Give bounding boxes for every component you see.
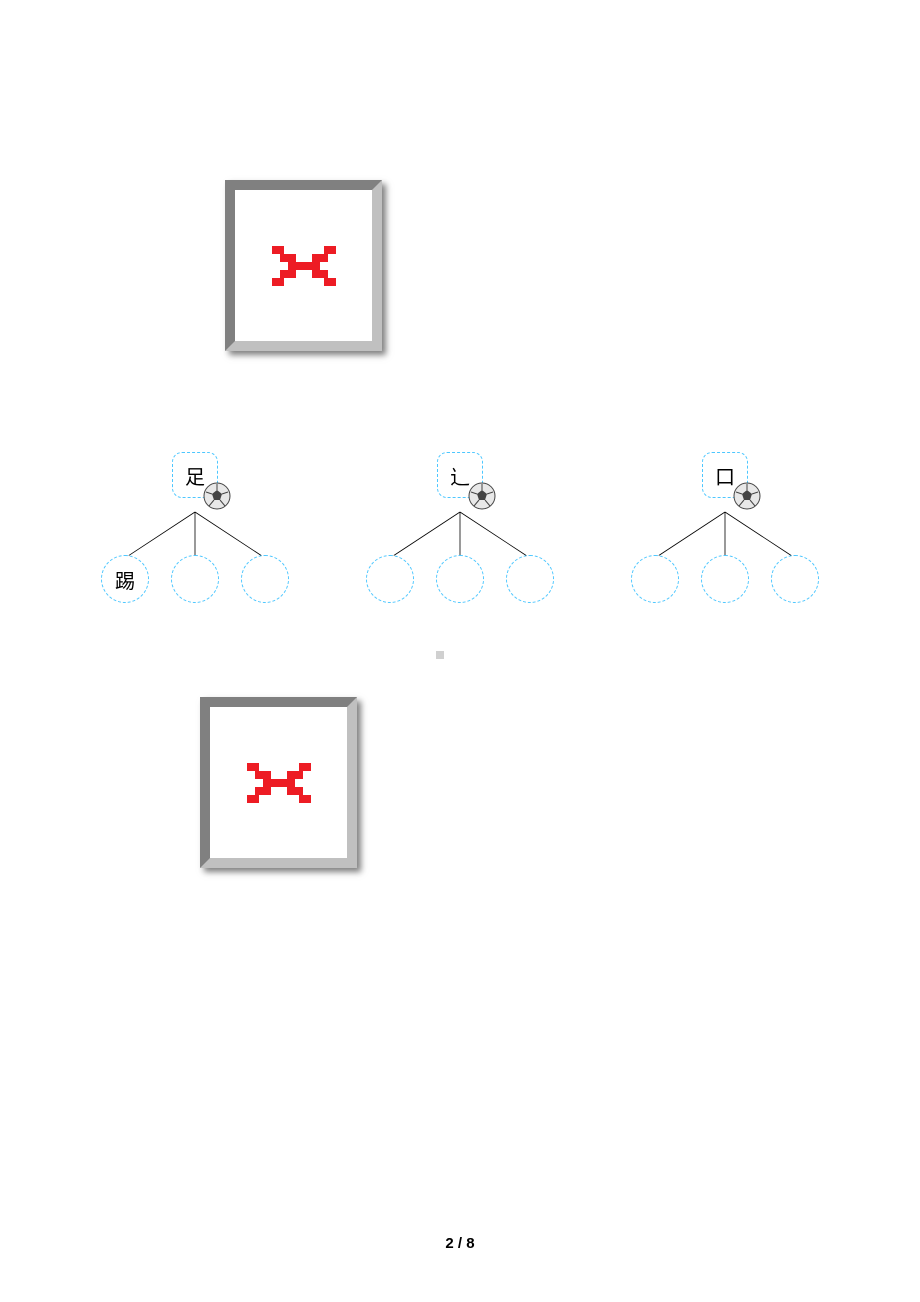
tree-child-circle xyxy=(366,555,414,603)
tree-root-label: 口 xyxy=(715,461,735,490)
pager-separator: / xyxy=(458,1235,462,1252)
tree-diagram: 足 踢 xyxy=(80,450,310,610)
soccer-ball-icon xyxy=(203,482,231,510)
tree-diagram: 口 xyxy=(610,450,840,610)
broken-image-x-icon xyxy=(247,763,311,803)
tree-children xyxy=(345,555,575,603)
tree-root-label: 足 xyxy=(185,461,205,490)
broken-image-placeholder xyxy=(225,180,382,351)
tree-child-circle xyxy=(701,555,749,603)
tree-child-circle: 踢 xyxy=(101,555,149,603)
broken-image-x-icon xyxy=(272,246,336,286)
soccer-ball-icon xyxy=(733,482,761,510)
tree-child-circle xyxy=(436,555,484,603)
tree-child-circle xyxy=(631,555,679,603)
broken-image-placeholder xyxy=(200,697,357,868)
page-number: 2 / 8 xyxy=(0,1235,920,1252)
pager-current: 2 xyxy=(445,1235,453,1252)
tree-child-label: 踢 xyxy=(115,565,135,594)
tree-root-label: 辶 xyxy=(450,461,470,490)
tree-children: 踢 xyxy=(80,555,310,603)
artifact-dot xyxy=(436,651,444,659)
tree-child-circle xyxy=(171,555,219,603)
tree-children xyxy=(610,555,840,603)
pager-total: 8 xyxy=(466,1235,474,1252)
tree-child-circle xyxy=(771,555,819,603)
soccer-ball-icon xyxy=(468,482,496,510)
tree-child-circle xyxy=(241,555,289,603)
tree-diagram-row: 足 踢 辶 xyxy=(0,450,920,610)
tree-diagram: 辶 xyxy=(345,450,575,610)
tree-child-circle xyxy=(506,555,554,603)
